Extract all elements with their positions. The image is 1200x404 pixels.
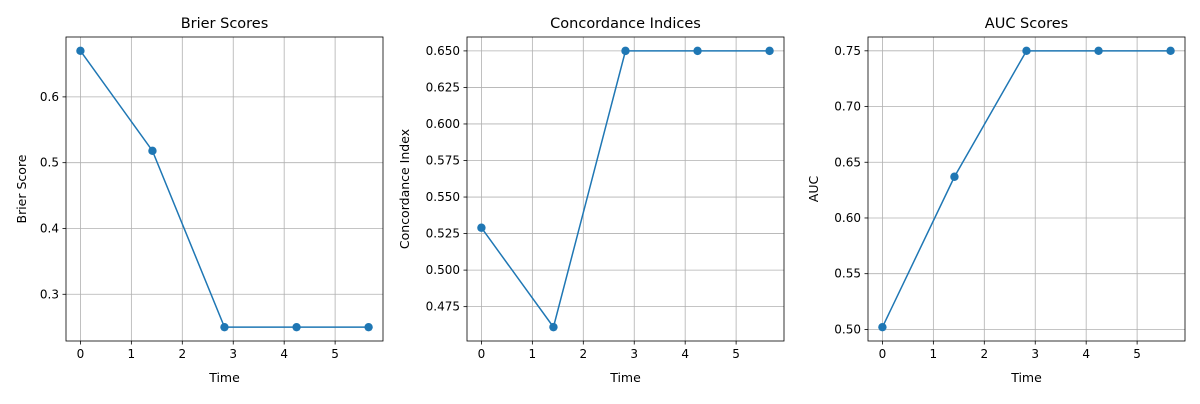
y-tick-label: 0.575 — [426, 154, 460, 168]
chart-title: Brier Scores — [181, 16, 269, 32]
chart-title: AUC Scores — [985, 16, 1068, 32]
y-axis-label: AUC — [806, 176, 821, 203]
data-point — [220, 322, 229, 332]
chart-panel-2: 0 1 2 3 4 5 0.475 0.500 0.525 0.550 0.575 0.600 0.62… — [397, 16, 785, 385]
data-point — [477, 223, 486, 232]
y-tick-label: 0.475 — [426, 300, 460, 314]
y-tick-label: 0.650 — [426, 44, 460, 58]
x-tick-label: 1 — [930, 347, 938, 361]
x-tick-label: 4 — [280, 347, 288, 361]
x-tick-label: 3 — [1031, 347, 1039, 361]
x-tick-label: 4 — [1082, 347, 1090, 361]
x-axis-label: Time — [609, 370, 641, 385]
data-point — [950, 172, 959, 181]
series-line — [480, 50, 770, 329]
x-tick-label: 4 — [681, 347, 689, 361]
data-point — [693, 46, 702, 56]
series-line — [79, 50, 369, 328]
x-tick-label: 5 — [732, 347, 740, 361]
y-axis-label: Concordance Index — [397, 129, 412, 249]
y-tick-label: 0.55 — [834, 267, 861, 281]
chart-title: Concordance Indices — [550, 16, 701, 32]
y-tick-label: 0.70 — [834, 100, 861, 114]
data-point — [878, 322, 887, 332]
data-point — [364, 322, 373, 332]
data-point — [1094, 46, 1103, 56]
x-tick-label: 0 — [77, 347, 85, 361]
data-point — [1166, 46, 1175, 56]
x-tick-label: 2 — [579, 347, 587, 361]
y-tick-label: 0.525 — [426, 227, 460, 241]
x-tick-label: 3 — [630, 347, 638, 361]
y-tick-label: 0.60 — [834, 211, 861, 225]
x-tick-label: 0 — [478, 347, 486, 361]
y-tick-label: 0.500 — [426, 263, 460, 277]
y-tick-label: 0.625 — [426, 80, 460, 94]
data-point — [292, 322, 301, 332]
data-point — [148, 146, 157, 156]
y-tick-label: 0.550 — [426, 190, 460, 204]
y-tick-label: 0.600 — [426, 117, 460, 131]
x-tick-label: 0 — [879, 347, 887, 361]
x-tick-label: 5 — [331, 347, 339, 361]
data-point — [1022, 46, 1031, 56]
y-tick-label: 0.50 — [834, 322, 861, 336]
y-tick-label: 0.6 — [40, 90, 59, 104]
series-line — [881, 50, 1171, 328]
x-tick-label: 3 — [229, 347, 237, 361]
chart-panel-1: 0 1 2 3 4 5 0.3 0.4 0.5 0.6 Brier Scores Time Brier … — [14, 16, 384, 385]
x-tick-label: 1 — [128, 347, 136, 361]
y-axis-label: Brier Score — [14, 154, 29, 223]
x-tick-label: 1 — [529, 347, 537, 361]
data-point — [76, 46, 85, 56]
x-axis-label: Time — [208, 370, 240, 385]
x-tick-label: 5 — [1133, 347, 1141, 361]
y-tick-label: 0.4 — [40, 221, 59, 235]
x-tick-label: 2 — [980, 347, 988, 361]
y-tick-label: 0.3 — [40, 287, 59, 301]
y-tick-label: 0.75 — [834, 44, 861, 58]
y-tick-label: 0.5 — [40, 156, 59, 170]
data-point — [549, 322, 558, 332]
data-point — [765, 46, 774, 56]
chart-panel-3: 0 1 2 3 4 5 0.50 0.55 0.60 0.65 0.70 0.75 AUC Scores… — [806, 16, 1186, 385]
axes-frame — [466, 36, 785, 342]
data-point — [621, 46, 630, 56]
x-tick-label: 2 — [178, 347, 186, 361]
y-tick-label: 0.65 — [834, 155, 861, 169]
x-axis-label: Time — [1010, 370, 1042, 385]
axes-frame — [65, 36, 384, 342]
axes-frame — [867, 36, 1186, 342]
